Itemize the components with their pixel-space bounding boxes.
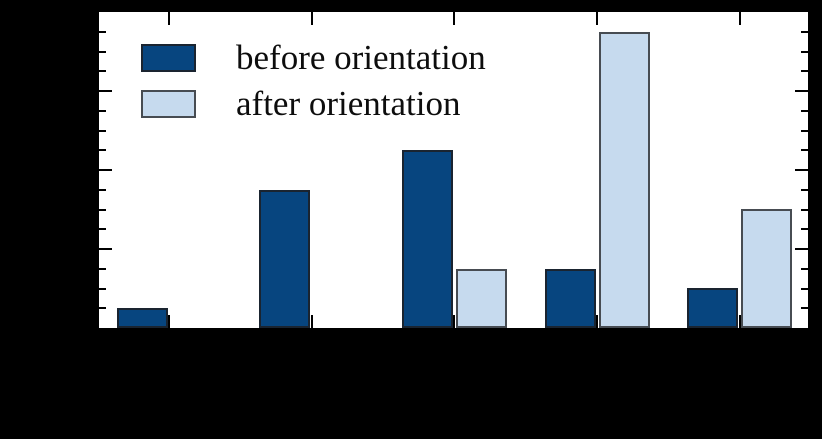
bar-after-group-4 xyxy=(598,32,650,328)
bar-after-group-3 xyxy=(455,269,507,328)
x-axis-major-tick xyxy=(168,315,171,328)
x-axis-major-tick xyxy=(596,315,598,328)
y-axis-minor-tick xyxy=(99,30,106,33)
plot-inner: before orientation after orientation xyxy=(99,12,808,328)
y-axis-minor-tick xyxy=(99,50,106,53)
y-axis-minor-tick xyxy=(801,267,808,270)
y-axis-minor-tick xyxy=(801,70,808,73)
legend-swatch-before xyxy=(141,43,196,72)
x-axis-major-tick xyxy=(168,12,171,25)
x-axis-major-tick xyxy=(596,12,598,25)
y-axis-major-tick xyxy=(99,248,112,250)
bar-before-group-3 xyxy=(401,150,453,328)
x-axis-major-tick xyxy=(738,315,741,328)
bar-before-group-2 xyxy=(259,190,311,328)
y-axis-minor-tick xyxy=(99,307,106,310)
y-axis-minor-tick xyxy=(801,50,808,53)
legend-swatch-after xyxy=(141,89,196,118)
y-axis-minor-tick xyxy=(99,267,106,270)
y-axis-major-tick xyxy=(795,248,808,250)
x-axis-major-tick xyxy=(453,12,456,25)
bar-before-group-1 xyxy=(116,308,168,328)
y-axis-minor-tick xyxy=(801,208,808,211)
x-axis-major-tick xyxy=(310,315,313,328)
bar-after-group-5 xyxy=(741,209,792,328)
y-axis-minor-tick xyxy=(99,287,106,290)
y-axis-major-tick xyxy=(795,169,808,171)
x-axis-major-tick xyxy=(738,12,741,25)
legend-label-after: after orientation xyxy=(236,84,461,123)
y-axis-minor-tick xyxy=(801,109,808,112)
y-axis-minor-tick xyxy=(99,109,106,112)
x-axis-major-tick xyxy=(453,315,456,328)
x-axis-major-tick xyxy=(310,12,313,25)
y-axis-minor-tick xyxy=(801,30,808,33)
y-axis-major-tick xyxy=(99,169,112,171)
y-axis-major-tick xyxy=(795,90,808,92)
plot-area: before orientation after orientation xyxy=(97,10,810,330)
bar-before-group-5 xyxy=(687,288,738,328)
y-axis-minor-tick xyxy=(99,228,106,231)
y-axis-minor-tick xyxy=(801,287,808,290)
legend: before orientation after orientation xyxy=(141,40,486,132)
legend-label-before: before orientation xyxy=(236,38,486,77)
legend-item-after: after orientation xyxy=(141,86,486,121)
y-axis-minor-tick xyxy=(99,129,106,132)
y-axis-minor-tick xyxy=(801,307,808,310)
y-axis-minor-tick xyxy=(801,129,808,132)
y-axis-minor-tick xyxy=(801,188,808,191)
y-axis-major-tick xyxy=(99,90,112,92)
y-axis-minor-tick xyxy=(99,149,106,152)
y-axis-minor-tick xyxy=(801,228,808,231)
y-axis-minor-tick xyxy=(99,208,106,211)
bar-before-group-4 xyxy=(544,269,596,328)
y-axis-minor-tick xyxy=(99,70,106,73)
y-axis-minor-tick xyxy=(99,188,106,191)
y-axis-minor-tick xyxy=(801,149,808,152)
legend-item-before: before orientation xyxy=(141,40,486,75)
